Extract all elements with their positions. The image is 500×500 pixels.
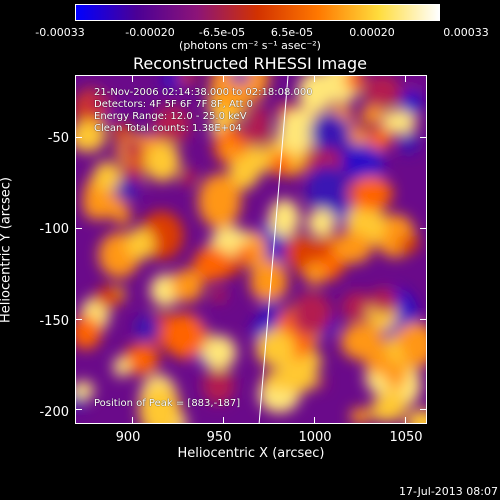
axis-tick <box>222 417 224 424</box>
x-tick-label: 950 <box>206 430 232 445</box>
axis-tick <box>405 75 407 82</box>
axis-tick <box>313 417 315 424</box>
colorbar-tick-label: -6.5e-05 <box>198 26 246 39</box>
y-axis-label: Heliocentric Y (arcsec) <box>0 177 14 323</box>
info-clean-counts: Clean Total counts: 1.38E+04 <box>94 123 242 134</box>
info-peak-position: Position of Peak = [883,-187] <box>94 398 241 409</box>
axis-tick <box>75 136 82 138</box>
axis-tick <box>75 409 82 411</box>
x-tick-label: 900 <box>115 430 141 445</box>
y-tick-label: -150 <box>39 314 69 329</box>
info-energy-range: Energy Range: 12.0 - 25.0 keV <box>94 111 247 122</box>
y-tick-label: -50 <box>47 131 69 146</box>
axis-tick <box>75 227 82 229</box>
y-tick-label: -200 <box>39 405 69 420</box>
info-time-range: 21-Nov-2006 02:14:38.000 to 02:18:08.000 <box>94 87 313 98</box>
colorbar <box>75 4 440 21</box>
y-tick-label: -100 <box>39 222 69 237</box>
axis-tick <box>131 75 133 82</box>
colorbar-unit: (photons cm⁻² s⁻¹ asec⁻²) <box>179 39 321 52</box>
colorbar-tick-label: 0.00033 <box>443 26 489 39</box>
axis-tick <box>420 227 427 229</box>
axis-tick <box>313 75 315 82</box>
axis-tick <box>420 409 427 411</box>
colorbar-tick-label: -0.00020 <box>125 26 175 39</box>
plot-title: Reconstructed RHESSI Image <box>133 54 367 73</box>
colorbar-tick-label: 0.00020 <box>349 26 395 39</box>
timestamp: 17-Jul-2013 08:07 <box>398 485 498 498</box>
axis-tick <box>131 417 133 424</box>
x-tick-label: 1050 <box>389 430 423 445</box>
x-axis-label: Heliocentric X (arcsec) <box>177 446 325 461</box>
axis-tick <box>420 136 427 138</box>
info-detectors: Detectors: 4F 5F 6F 7F 8F, Att 0 <box>94 99 254 110</box>
axis-tick <box>405 417 407 424</box>
x-tick-label: 1000 <box>298 430 332 445</box>
limb-line <box>258 76 289 423</box>
colorbar-tick-label: 6.5e-05 <box>270 26 314 39</box>
axis-tick <box>75 318 82 320</box>
axis-tick <box>222 75 224 82</box>
colorbar-tick-label: -0.00033 <box>35 26 85 39</box>
reconstructed-image <box>76 76 426 423</box>
axis-tick <box>420 318 427 320</box>
plot-area: 21-Nov-2006 02:14:38.000 to 02:18:08.000… <box>75 75 427 424</box>
